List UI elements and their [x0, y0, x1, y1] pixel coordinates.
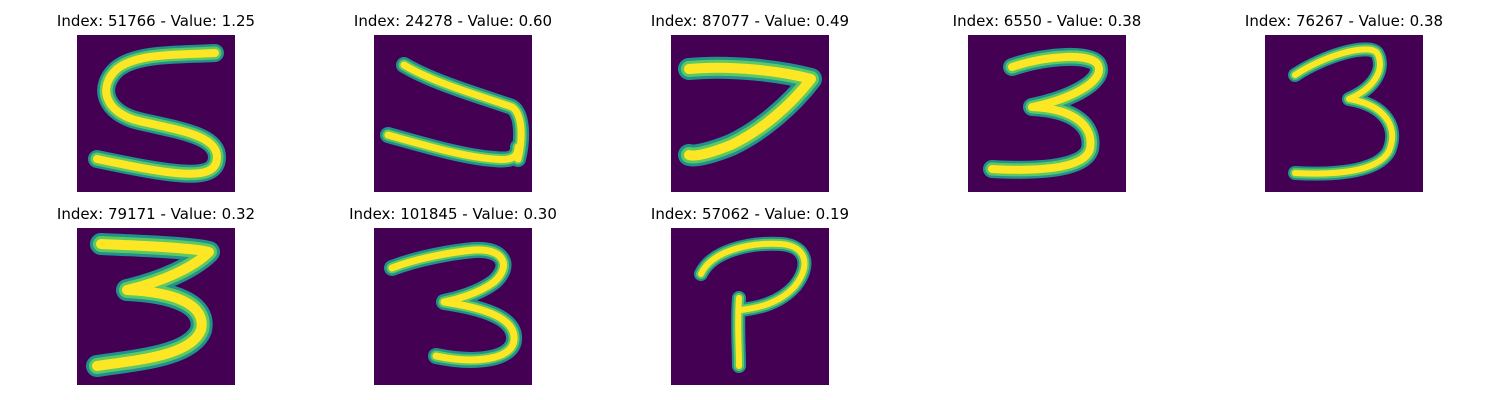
- digit-panel: Index: 51766 - Value: 1.25: [26, 12, 286, 200]
- digit-image: [1265, 35, 1423, 192]
- panel-title: Index: 76267 - Value: 0.38: [1244, 12, 1444, 30]
- panel-title: Index: 6550 - Value: 0.38: [952, 12, 1142, 30]
- digit-panel: Index: 57062 - Value: 0.19: [620, 205, 880, 393]
- panel-title: Index: 57062 - Value: 0.19: [650, 205, 850, 223]
- digit-image: [968, 35, 1126, 192]
- digit-image: [671, 228, 829, 385]
- panel-title: Index: 87077 - Value: 0.49: [650, 12, 850, 30]
- digit-panel: Index: 6550 - Value: 0.38: [917, 12, 1177, 200]
- digit-image: [671, 35, 829, 192]
- digit-panel: Index: 87077 - Value: 0.49: [620, 12, 880, 200]
- digit-panel: Index: 24278 - Value: 0.60: [323, 12, 583, 200]
- digit-panel: Index: 76267 - Value: 0.38: [1214, 12, 1474, 200]
- digit-image: [374, 35, 532, 192]
- digit-p-image: [694, 236, 812, 373]
- digit-panel: Index: 101845 - Value: 0.30: [323, 205, 583, 393]
- digit-u-image: [380, 57, 530, 168]
- digit-3-image: [384, 241, 522, 368]
- panel-title: Index: 79171 - Value: 0.32: [56, 205, 256, 223]
- digit-3-image: [1288, 42, 1400, 181]
- digit-7-image: [678, 56, 822, 167]
- digit-image: [77, 228, 235, 385]
- digit-panel: Index: 79171 - Value: 0.32: [26, 205, 286, 393]
- panel-title: Index: 101845 - Value: 0.30: [349, 205, 557, 223]
- panel-title: Index: 24278 - Value: 0.60: [353, 12, 553, 30]
- panel-title: Index: 51766 - Value: 1.25: [56, 12, 256, 30]
- digit-image: [374, 228, 532, 385]
- digit-3-image: [86, 233, 220, 377]
- digit-5-image: [88, 44, 226, 183]
- digit-image: [77, 35, 235, 192]
- digit-3-image: [983, 48, 1108, 179]
